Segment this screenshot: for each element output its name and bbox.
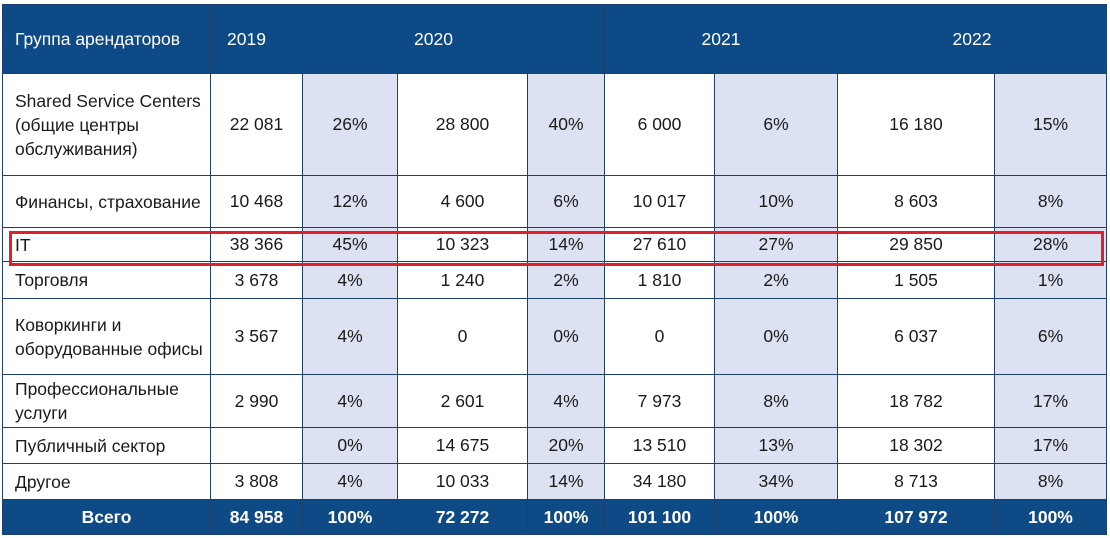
- total-value-cell: 72 272: [397, 499, 528, 535]
- header-row: Группа арендаторов 2019 2020 2021 2022: [2, 4, 1107, 74]
- percent-cell: 0%: [527, 298, 605, 375]
- value-cell: 13 510: [604, 427, 715, 464]
- percent-cell: 0%: [302, 427, 398, 464]
- value-cell: 38 366: [210, 227, 303, 262]
- percent-cell: 0%: [714, 298, 838, 375]
- percent-cell: 13%: [714, 427, 838, 464]
- table-row: Другое 3 808 4% 10 033 14% 34 180 34% 8 …: [2, 463, 1107, 500]
- percent-cell: 2%: [527, 261, 605, 299]
- tenant-groups-table: Группа арендаторов 2019 2020 2021 2022 S…: [2, 4, 1107, 535]
- percent-cell: 4%: [302, 374, 398, 428]
- percent-cell: 12%: [302, 175, 398, 228]
- percent-cell: 40%: [527, 73, 605, 176]
- value-cell: 3 567: [210, 298, 303, 375]
- percent-cell: 26%: [302, 73, 398, 176]
- percent-cell: 10%: [714, 175, 838, 228]
- percent-cell: 6%: [994, 298, 1107, 375]
- total-row: Всего 84 958 100% 72 272 100% 101 100 10…: [2, 499, 1107, 535]
- row-label: Shared Service Centers (общие центры обс…: [2, 73, 211, 176]
- percent-cell: 15%: [994, 73, 1107, 176]
- value-cell: 0: [604, 298, 715, 375]
- percent-cell: 4%: [302, 463, 398, 500]
- percent-cell: 28%: [994, 227, 1107, 262]
- value-cell: 10 323: [397, 227, 528, 262]
- table-row: Коворкинги и оборудованные офисы 3 567 4…: [2, 298, 1107, 375]
- percent-cell: 45%: [302, 227, 398, 262]
- table-row-highlighted: IT 38 366 45% 10 323 14% 27 610 27% 29 8…: [2, 227, 1107, 262]
- total-percent-cell: 100%: [714, 499, 838, 535]
- value-cell: 27 610: [604, 227, 715, 262]
- header-year-2020: 2020: [397, 4, 605, 74]
- total-percent-cell: 100%: [994, 499, 1107, 535]
- percent-cell: 14%: [527, 463, 605, 500]
- value-cell: 8 713: [837, 463, 995, 500]
- table-row: Финансы, страхование 10 468 12% 4 600 6%…: [2, 175, 1107, 228]
- row-label: IT: [2, 227, 211, 262]
- percent-cell: 8%: [994, 175, 1107, 228]
- value-cell: 1 505: [837, 261, 995, 299]
- value-cell: 1 810: [604, 261, 715, 299]
- value-cell: 2 990: [210, 374, 303, 428]
- row-label: Торговля: [2, 261, 211, 299]
- total-label: Всего: [2, 499, 211, 535]
- total-percent-cell: 100%: [302, 499, 398, 535]
- table-row: Профессиональные услуги 2 990 4% 2 601 4…: [2, 374, 1107, 428]
- percent-cell: 4%: [302, 261, 398, 299]
- percent-cell: 4%: [527, 374, 605, 428]
- table-row: Торговля 3 678 4% 1 240 2% 1 810 2% 1 50…: [2, 261, 1107, 299]
- value-cell: 6 000: [604, 73, 715, 176]
- value-cell: [210, 427, 303, 464]
- percent-cell: 17%: [994, 427, 1107, 464]
- value-cell: 0: [397, 298, 528, 375]
- value-cell: 4 600: [397, 175, 528, 228]
- row-label: Финансы, страхование: [2, 175, 211, 228]
- header-year-2019: 2019: [210, 4, 398, 74]
- total-value-cell: 101 100: [604, 499, 715, 535]
- value-cell: 10 033: [397, 463, 528, 500]
- value-cell: 1 240: [397, 261, 528, 299]
- row-label: Публичный сектор: [2, 427, 211, 464]
- header-year-2022: 2022: [837, 4, 1107, 74]
- value-cell: 7 973: [604, 374, 715, 428]
- total-percent-cell: 100%: [527, 499, 605, 535]
- total-value-cell: 107 972: [837, 499, 995, 535]
- percent-cell: 8%: [714, 374, 838, 428]
- row-label: Профессиональные услуги: [2, 374, 211, 428]
- value-cell: 3 808: [210, 463, 303, 500]
- value-cell: 14 675: [397, 427, 528, 464]
- table-row: Публичный сектор 0% 14 675 20% 13 510 13…: [2, 427, 1107, 464]
- percent-cell: 14%: [527, 227, 605, 262]
- value-cell: 28 800: [397, 73, 528, 176]
- value-cell: 18 782: [837, 374, 995, 428]
- percent-cell: 4%: [302, 298, 398, 375]
- percent-cell: 8%: [994, 463, 1107, 500]
- value-cell: 10 468: [210, 175, 303, 228]
- value-cell: 2 601: [397, 374, 528, 428]
- percent-cell: 2%: [714, 261, 838, 299]
- percent-cell: 1%: [994, 261, 1107, 299]
- header-group-label: Группа арендаторов: [2, 4, 211, 74]
- table-row: Shared Service Centers (общие центры обс…: [2, 73, 1107, 176]
- percent-cell: 6%: [714, 73, 838, 176]
- percent-cell: 17%: [994, 374, 1107, 428]
- header-year-2021: 2021: [604, 4, 838, 74]
- value-cell: 10 017: [604, 175, 715, 228]
- percent-cell: 27%: [714, 227, 838, 262]
- value-cell: 8 603: [837, 175, 995, 228]
- value-cell: 3 678: [210, 261, 303, 299]
- percent-cell: 20%: [527, 427, 605, 464]
- value-cell: 34 180: [604, 463, 715, 500]
- value-cell: 29 850: [837, 227, 995, 262]
- value-cell: 16 180: [837, 73, 995, 176]
- row-label: Другое: [2, 463, 211, 500]
- value-cell: 22 081: [210, 73, 303, 176]
- percent-cell: 6%: [527, 175, 605, 228]
- row-label: Коворкинги и оборудованные офисы: [2, 298, 211, 375]
- value-cell: 18 302: [837, 427, 995, 464]
- percent-cell: 34%: [714, 463, 838, 500]
- total-value-cell: 84 958: [210, 499, 303, 535]
- value-cell: 6 037: [837, 298, 995, 375]
